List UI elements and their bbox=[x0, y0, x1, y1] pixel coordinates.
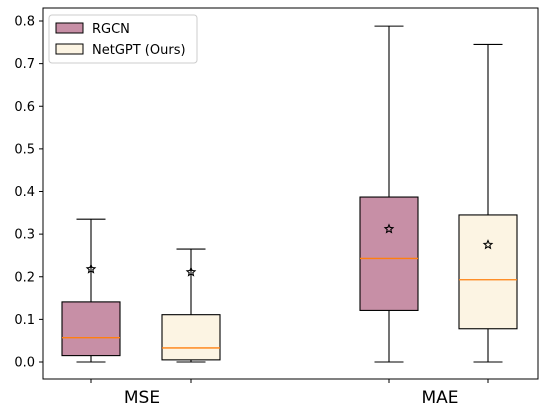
box-netgpt-mae bbox=[458, 214, 518, 330]
y-tick-label: 0.5 bbox=[14, 142, 35, 157]
legend-box bbox=[48, 14, 198, 64]
plot-layer bbox=[61, 25, 518, 363]
box-group bbox=[161, 248, 221, 363]
plot-frame bbox=[42, 7, 539, 380]
box-rgcn-mse bbox=[61, 301, 121, 357]
mean-marker bbox=[85, 263, 97, 274]
mean-marker bbox=[383, 223, 395, 234]
legend: RGCN NetGPT (Ours) bbox=[48, 14, 198, 64]
box-group bbox=[359, 25, 419, 363]
legend-label: NetGPT (Ours) bbox=[92, 43, 186, 58]
legend-swatch bbox=[55, 22, 84, 34]
mean-marker bbox=[185, 266, 197, 277]
y-tick-label: 0.2 bbox=[14, 270, 35, 285]
x-tick-label: MAE bbox=[421, 388, 458, 408]
y-tick-label: 0.4 bbox=[14, 185, 35, 200]
box-group bbox=[458, 43, 518, 363]
legend-label: RGCN bbox=[92, 22, 130, 37]
box-group bbox=[61, 218, 121, 363]
mean-marker bbox=[482, 239, 494, 250]
legend-swatch bbox=[55, 43, 84, 55]
y-tick-label: 0.7 bbox=[14, 57, 35, 72]
y-tick-label: 0.3 bbox=[14, 228, 35, 243]
box-rgcn-mae bbox=[359, 196, 419, 311]
y-tick-label: 0.6 bbox=[14, 100, 35, 115]
y-tick-label: 0.1 bbox=[14, 313, 35, 328]
y-tick-label: 0.8 bbox=[14, 15, 35, 30]
box-netgpt-mse bbox=[161, 314, 221, 361]
y-tick-label: 0.0 bbox=[14, 356, 35, 371]
x-tick-label: MSE bbox=[124, 388, 160, 408]
axes-layer: 0.0 0.1 0.2 0.3 0.4 0.5 0.6 0.7 0.8 MSE MAE bbox=[14, 7, 539, 408]
